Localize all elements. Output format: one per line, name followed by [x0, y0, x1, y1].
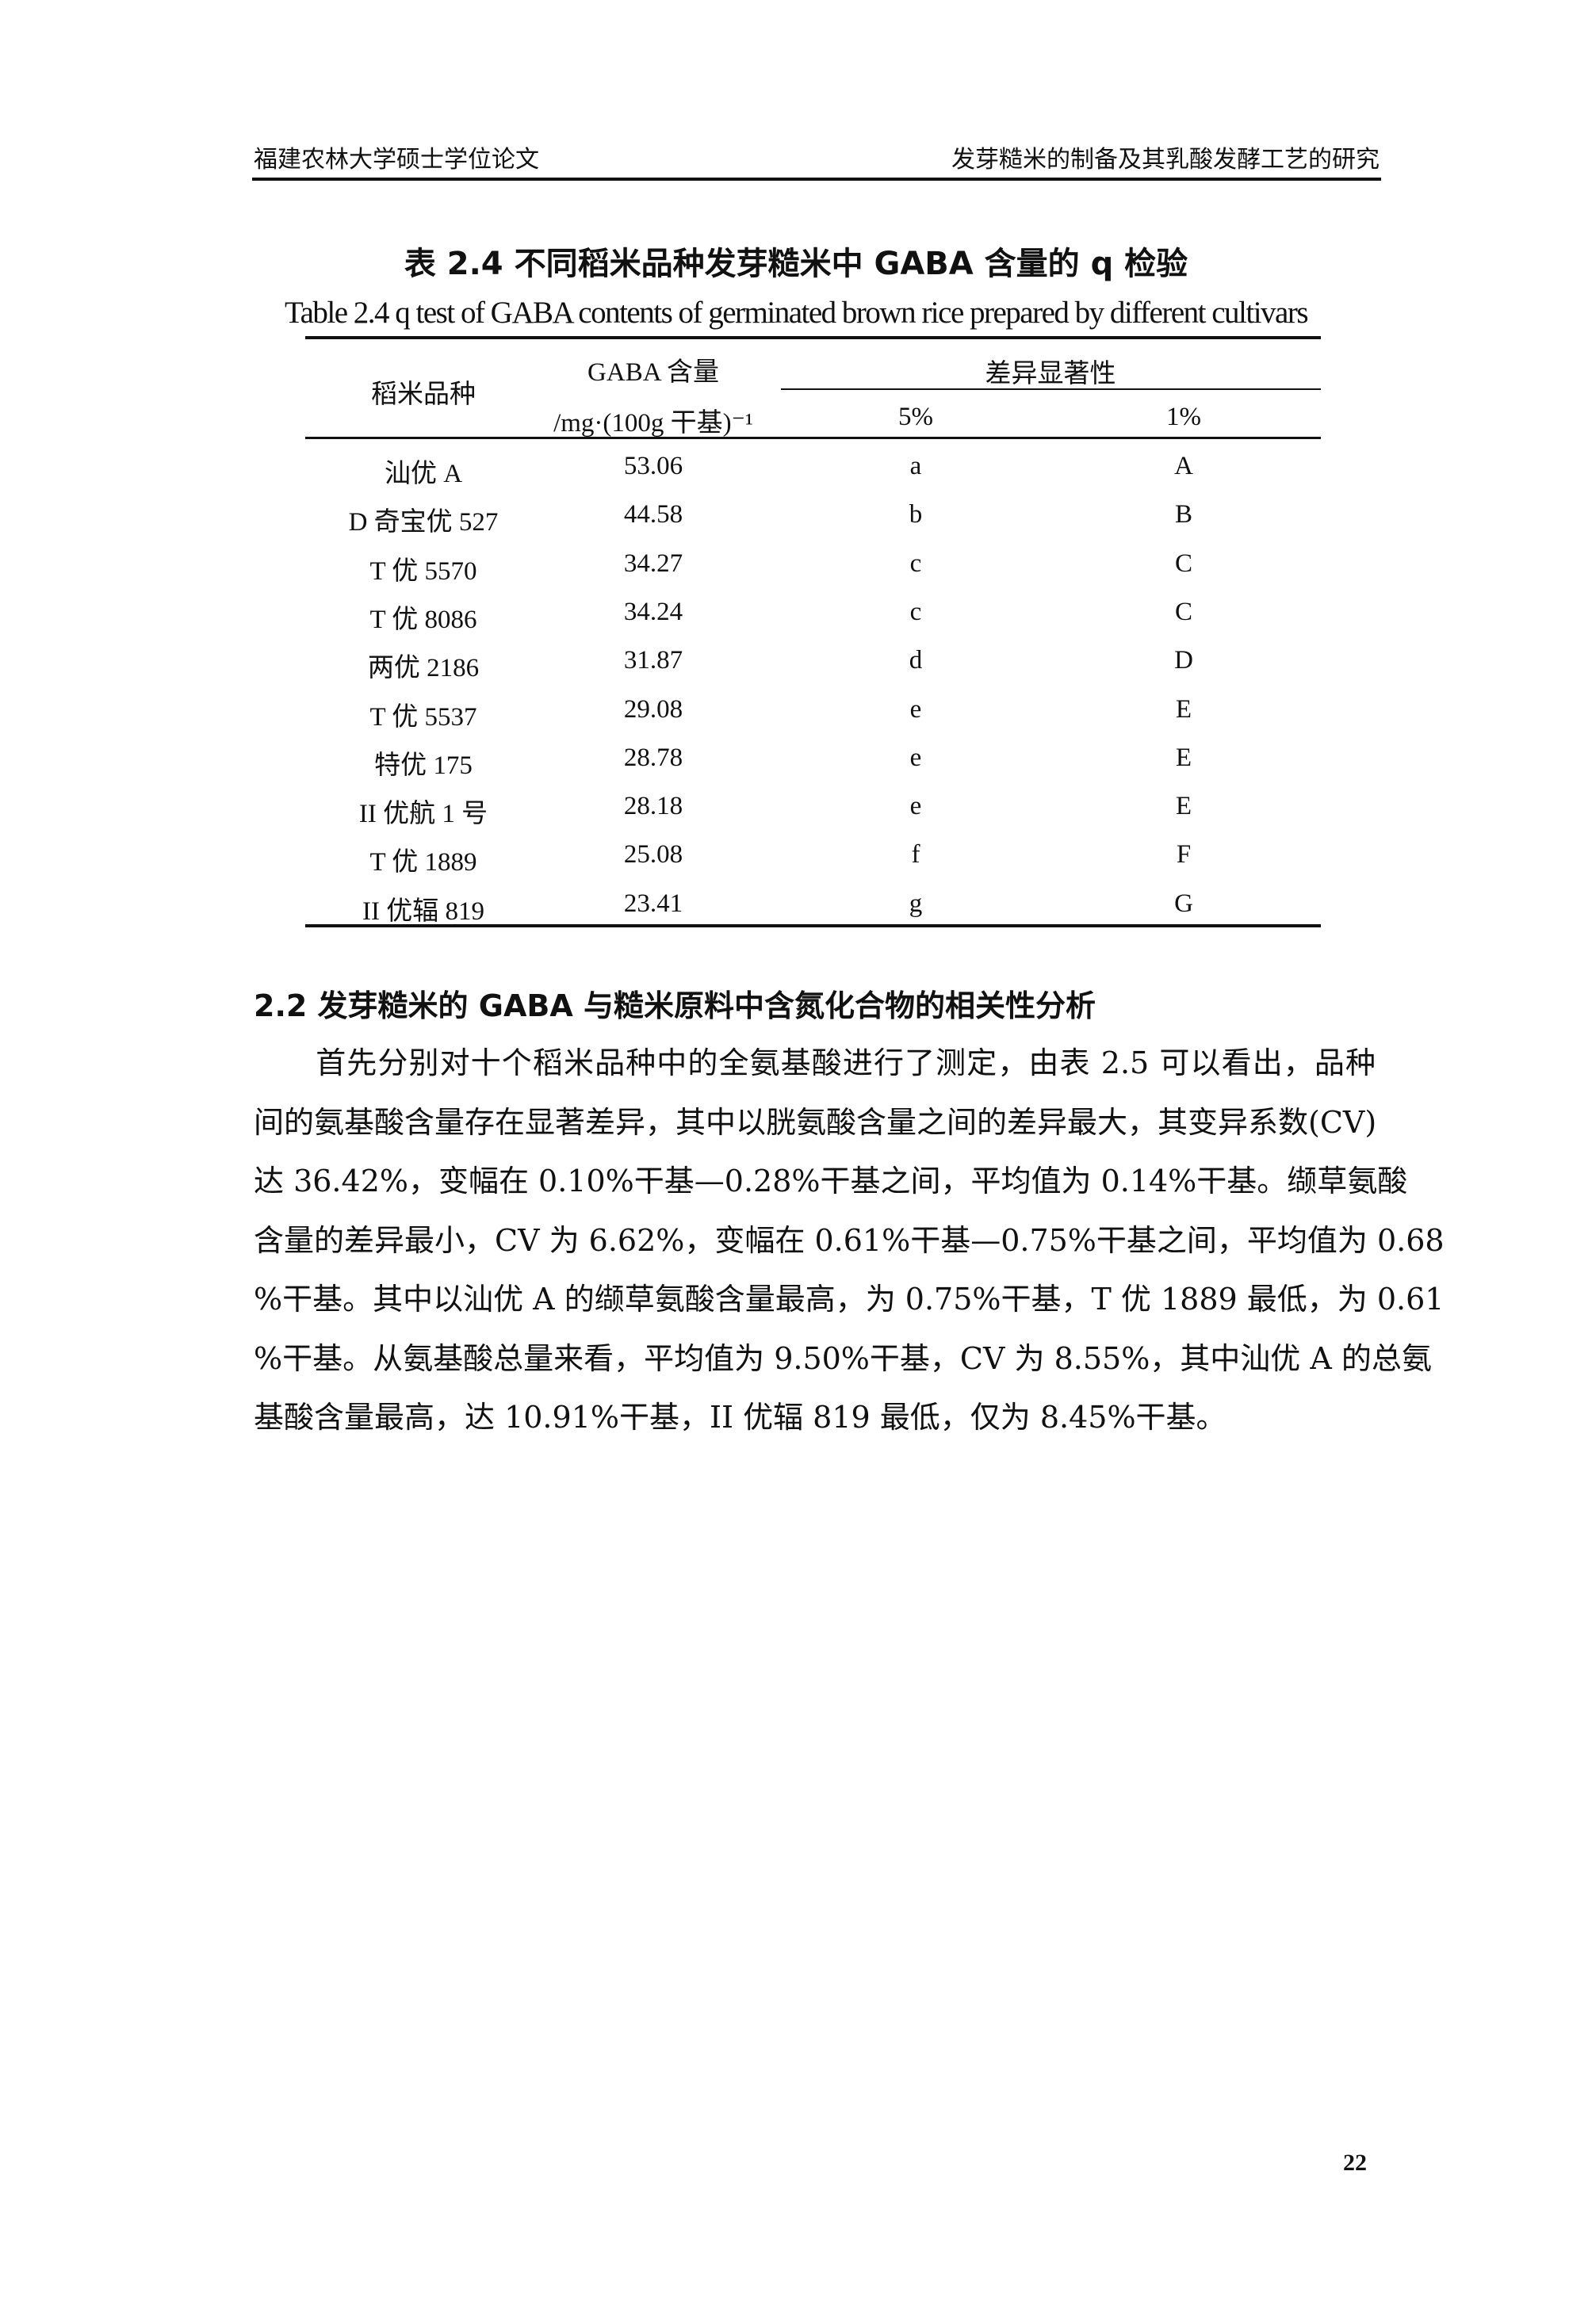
header-gaba-unit: /mg·(100g 干基)⁻¹ [553, 409, 753, 438]
cell-variety: T 优 5537 [369, 702, 477, 732]
paragraph-line: 达 36.42%，变幅在 0.10%干基—0.28%干基之间，平均值为 0.14… [254, 1164, 1408, 1198]
cell-variety: D 奇宝优 527 [348, 508, 499, 537]
cell-p5: g [909, 889, 923, 918]
cell-p5: c [909, 597, 922, 626]
table-bottom-rule [305, 924, 1321, 927]
section-heading: 2.2 发芽糙米的 GABA 与糙米原料中含氮化合物的相关性分析 [254, 988, 1096, 1023]
cell-gaba: 53.06 [623, 452, 683, 480]
cell-p5: e [909, 792, 922, 821]
cell-p5: e [909, 694, 922, 724]
cell-gaba: 25.08 [623, 840, 683, 870]
header-1pct: 1% [1166, 403, 1201, 431]
cell-variety: II 优航 1 号 [358, 800, 488, 829]
cell-gaba: 44.58 [623, 500, 683, 529]
paragraph-line: %干基。其中以汕优 A 的缬草氨酸含量最高，为 0.75%干基，T 优 1889… [254, 1282, 1445, 1317]
page-number: 22 [1343, 2150, 1367, 2176]
cell-p5: a [909, 452, 922, 480]
paragraph-line: 基酸含量最高，达 10.91%干基，II 优辐 819 最低，仅为 8.45%干… [254, 1400, 1227, 1435]
header-bottom-rule [305, 437, 1321, 439]
table-title-cn: 表 2.4 不同稻米品种发芽糙米中 GABA 含量的 q 检验 [404, 246, 1188, 282]
cell-variety: 汕优 A [384, 460, 463, 488]
cell-p5: b [909, 500, 923, 529]
cell-p5: e [909, 743, 922, 772]
cell-p5: c [909, 549, 922, 578]
cell-p1: A [1174, 452, 1193, 480]
cell-gaba: 23.41 [623, 889, 683, 918]
cell-variety: II 优辐 819 [362, 896, 484, 926]
cell-p1: E [1175, 792, 1192, 821]
cell-p1: E [1175, 694, 1192, 724]
running-header-right: 发芽糙米的制备及其乳酸发酵工艺的研究 [951, 147, 1380, 173]
cell-gaba: 31.87 [623, 646, 683, 675]
cell-p5: f [911, 840, 920, 870]
header-significance: 差异显著性 [985, 360, 1116, 388]
cell-p1: C [1174, 549, 1192, 578]
cell-variety: T 优 8086 [369, 605, 477, 634]
cell-variety: 两优 2186 [367, 654, 480, 683]
header-rule [252, 178, 1381, 181]
cell-gaba: 28.18 [623, 792, 683, 821]
header-variety: 稻米品种 [371, 380, 476, 409]
paragraph-line: 间的氨基酸含量存在显著差异，其中以胱氨酸含量之间的差异最大，其变异系数(CV) [254, 1104, 1377, 1140]
paragraph-line: 含量的差异最小，CV 为 6.62%，变幅在 0.61%干基—0.75%干基之间… [254, 1222, 1445, 1258]
table-title-en: Table 2.4 q test of GABA contents of ger… [284, 296, 1309, 330]
cell-gaba: 29.08 [623, 694, 683, 724]
cell-p1: C [1174, 597, 1192, 626]
paragraph-line: 首先分别对十个稻米品种中的全氨基酸进行了测定，由表 2.5 可以看出，品种 [254, 1045, 1376, 1080]
cell-variety: T 优 1889 [369, 848, 477, 877]
table-top-rule [305, 336, 1321, 339]
cell-variety: 特优 175 [374, 751, 473, 780]
cell-p1: D [1174, 646, 1193, 675]
header-5pct: 5% [898, 403, 933, 431]
header-gaba: GABA 含量 [587, 358, 719, 387]
cell-gaba: 28.78 [623, 743, 683, 772]
cell-p1: B [1174, 500, 1192, 529]
cell-p1: G [1174, 889, 1193, 918]
cell-gaba: 34.24 [623, 597, 683, 626]
subheader-rule [781, 388, 1321, 390]
cell-p1: E [1175, 743, 1192, 772]
paragraph-line: %干基。从氨基酸总量来看，平均值为 9.50%干基，CV 为 8.55%，其中汕… [254, 1340, 1432, 1376]
cell-p1: F [1176, 840, 1192, 870]
cell-gaba: 34.27 [623, 549, 683, 578]
cell-p5: d [909, 646, 923, 675]
running-header-left: 福建农林大学硕士学位论文 [254, 147, 539, 173]
cell-variety: T 优 5570 [369, 556, 477, 586]
